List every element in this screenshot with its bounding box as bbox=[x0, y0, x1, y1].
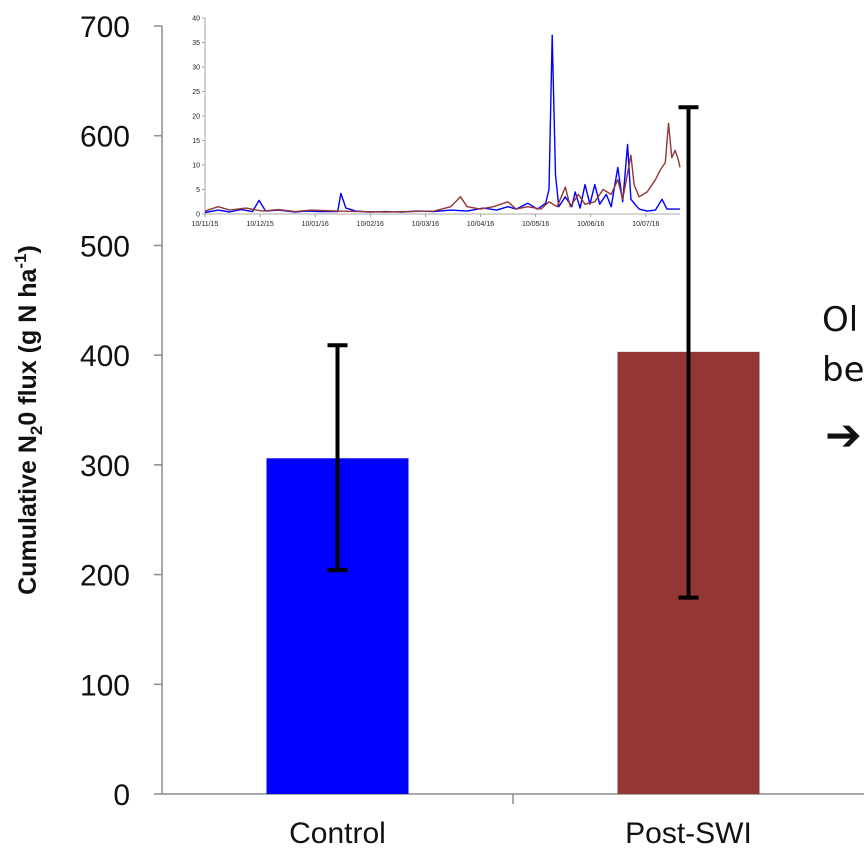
inset-x-tick-label: 10/11/15 bbox=[192, 221, 219, 228]
inset-x-tick-label: 10/06/16 bbox=[577, 221, 604, 228]
inset-y-tick-label: 35 bbox=[192, 40, 200, 47]
ylabel-part: Cumulative N bbox=[14, 435, 42, 595]
ylabel-part: -1 bbox=[11, 254, 30, 269]
side-text-line-2: be bbox=[822, 350, 864, 390]
y-tick-label: 500 bbox=[80, 230, 130, 263]
y-tick-label: 200 bbox=[80, 560, 130, 593]
ylabel-part: ) bbox=[14, 245, 42, 253]
inset-y-tick-label: 25 bbox=[192, 89, 200, 96]
bars bbox=[266, 105, 760, 794]
inset-y-tick-label: 40 bbox=[192, 16, 200, 23]
inset-x-tick-label: 10/07/16 bbox=[632, 221, 659, 228]
ylabel-part: 0 flux (g N ha bbox=[14, 268, 42, 426]
inset-x-tick-label: 10/03/16 bbox=[412, 221, 439, 228]
inset-y-tick-label: 20 bbox=[192, 114, 200, 121]
svg-text:Cumulative N20 flux (g N ha-1): Cumulative N20 flux (g N ha-1) bbox=[11, 245, 46, 595]
inset-x-tick-label: 10/05/16 bbox=[522, 221, 549, 228]
y-tick-label: 400 bbox=[80, 340, 130, 373]
y-tick-label: 700 bbox=[80, 11, 130, 44]
inset-y-tick-label: 30 bbox=[192, 65, 200, 72]
x-tick-label: Post-SWI bbox=[625, 817, 752, 850]
inset-y-tick-label: 15 bbox=[192, 138, 200, 145]
ylabel-part: 2 bbox=[27, 426, 46, 435]
inset-series-line bbox=[204, 122, 681, 213]
y-tick-label: 300 bbox=[80, 450, 130, 483]
inset-chart: 0 5 10 15 20 25 30 35 40 10/11/15 10/12/15 10/01/16… bbox=[192, 16, 681, 228]
x-tick-label: Control bbox=[289, 817, 386, 850]
inset-series-line bbox=[204, 34, 680, 214]
y-axis-label: Cumulative N20 flux (g N ha-1) bbox=[11, 245, 46, 595]
arrow-icon: ➔ bbox=[825, 410, 862, 461]
inset-x-tick-label: 10/01/16 bbox=[302, 221, 329, 228]
inset-y-tick-label: 10 bbox=[192, 163, 200, 170]
inset-y-tick-label: 5 bbox=[196, 187, 200, 194]
y-tick-label: 600 bbox=[80, 121, 130, 154]
y-tick-label: 100 bbox=[80, 669, 130, 702]
inset-x-tick-label: 10/04/16 bbox=[467, 221, 494, 228]
inset-y-tick-label: 0 bbox=[196, 212, 200, 219]
inset-x-tick-label: 10/12/15 bbox=[246, 221, 273, 228]
side-text-line-1: Ol bbox=[822, 300, 859, 340]
inset-x-tick-label: 10/02/16 bbox=[357, 221, 384, 228]
y-tick-label: 0 bbox=[113, 779, 130, 812]
